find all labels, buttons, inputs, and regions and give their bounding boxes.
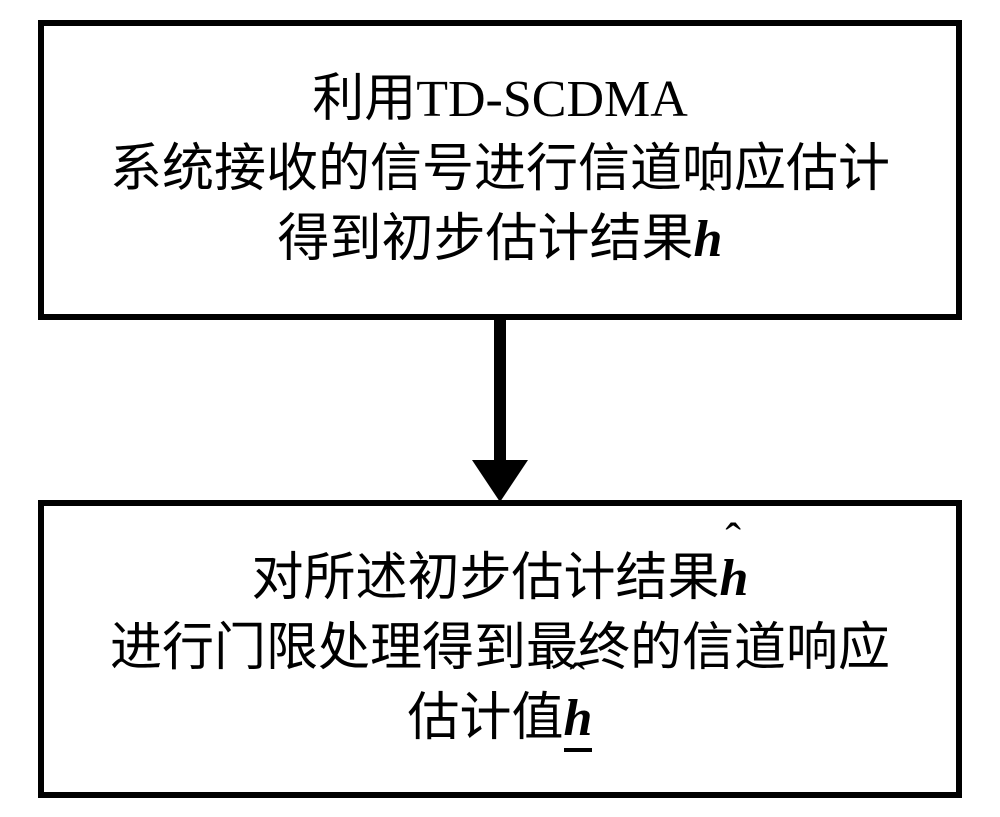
flowchart-node-step2: 对所述初步估计结果ˆh 进行门限处理得到最终的信道响应 估计值ˆh	[38, 500, 962, 798]
step2-line-2: 进行门限处理得到最终的信道响应	[110, 614, 890, 684]
step1-line-2: 系统接收的信号进行信道响应估计	[110, 135, 890, 205]
flowchart-node-step1: 利用TD-SCDMA 系统接收的信号进行信道响应估计 得到初步估计结果ˆh	[38, 20, 962, 320]
step1-line-1: 利用TD-SCDMA	[312, 65, 688, 135]
step1-line3-text-a: 得到初步估计结果	[278, 211, 694, 268]
step2-line1-text-a: 对所述初步估计结果	[252, 550, 720, 607]
step2-line-1: 对所述初步估计结果ˆh	[252, 544, 749, 614]
h-hat-variable-icon: ˆh	[720, 544, 749, 614]
arrow-shaft-icon	[494, 320, 506, 470]
step1-line-3: 得到初步估计结果ˆh	[278, 205, 723, 275]
flowchart-edge-step1-step2	[470, 320, 530, 500]
flowchart-canvas: 利用TD-SCDMA 系统接收的信号进行信道响应估计 得到初步估计结果ˆh 对所…	[0, 0, 1000, 817]
step1-line1-latin: TD-SCDMA	[416, 71, 688, 128]
step2-line3-text-a: 估计值	[408, 690, 564, 747]
step1-line1-text-a: 利用	[312, 71, 416, 128]
step2-line-3: 估计值ˆh	[408, 684, 593, 754]
arrow-head-icon	[472, 460, 528, 502]
h-hat-underline-variable-icon: ˆh	[564, 684, 593, 754]
h-hat-variable-icon: ˆh	[694, 205, 723, 275]
